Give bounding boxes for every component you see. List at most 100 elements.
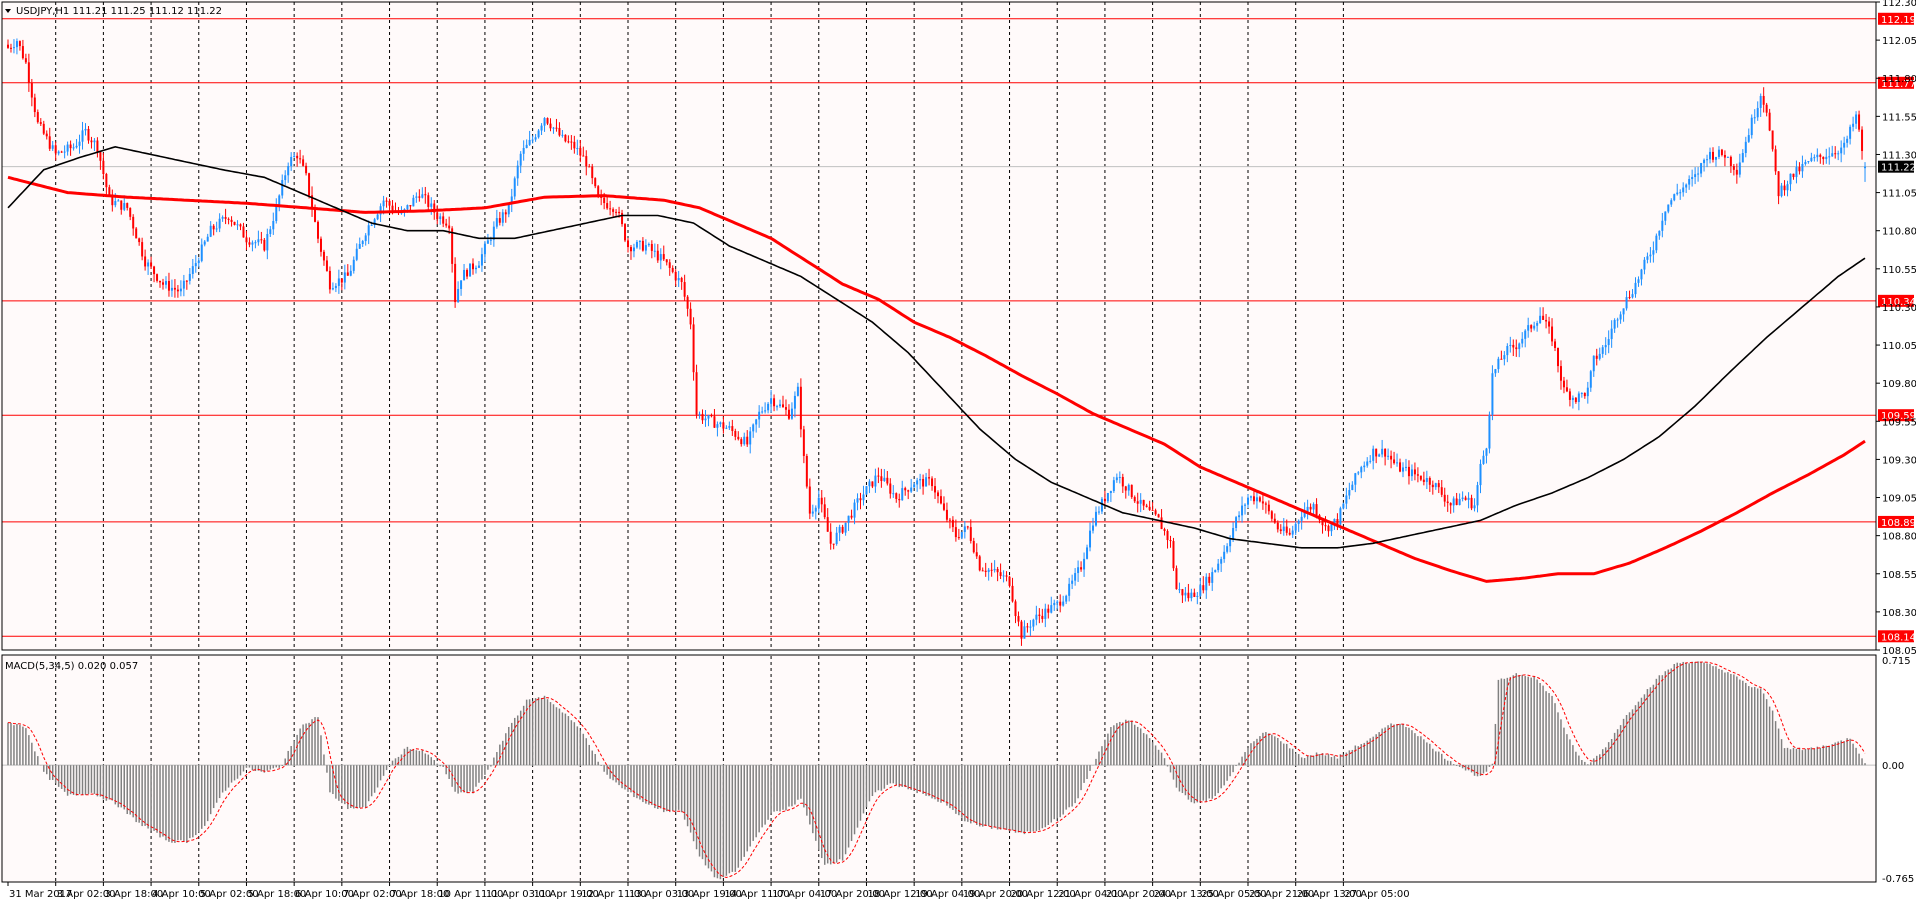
- candle-body: [808, 486, 811, 514]
- candle-body: [1351, 484, 1354, 491]
- time-label: 17 Apr 20:00: [820, 889, 885, 900]
- candle-body: [582, 155, 585, 157]
- candle-body: [1753, 117, 1756, 119]
- candle-body: [24, 58, 27, 63]
- candle-body: [1241, 505, 1244, 516]
- price-tags: 112.19 111.77 110.34 109.59 108.89 108.14 111.…: [1878, 12, 1916, 643]
- candle-body: [579, 147, 582, 156]
- candle-body: [567, 141, 570, 143]
- candle-body: [254, 242, 257, 244]
- candle-body: [1255, 497, 1258, 502]
- candle-body: [561, 134, 564, 136]
- candle-body: [460, 280, 463, 289]
- candle-body: [1097, 511, 1100, 513]
- candle-body: [1598, 353, 1601, 359]
- candle-body: [1619, 314, 1622, 320]
- candle-body: [308, 173, 311, 196]
- candle-body: [126, 203, 129, 208]
- candle-body: [722, 422, 725, 429]
- candle-body: [1056, 601, 1059, 603]
- candle-body: [1184, 592, 1187, 596]
- candle-body: [117, 200, 120, 202]
- time-label: 7 Apr 18:00: [391, 889, 450, 900]
- candle-body: [45, 133, 48, 137]
- candle-body: [564, 134, 567, 142]
- candle-body: [540, 125, 543, 131]
- candle-body: [412, 197, 415, 207]
- dropdown-triangle-icon[interactable]: [5, 9, 11, 13]
- candle-body: [543, 118, 546, 126]
- candle-body: [102, 160, 105, 174]
- candle-body: [1497, 358, 1500, 370]
- candle-body: [346, 272, 349, 276]
- chart-header: USDJPY,H1 111.21 111.25 111.12 111.22: [16, 6, 222, 17]
- candle-body: [531, 139, 534, 141]
- candle-body: [850, 515, 853, 518]
- candle-body: [1121, 476, 1124, 487]
- candle-body: [1369, 460, 1372, 462]
- candle-body: [1264, 503, 1267, 505]
- candle-body: [188, 273, 191, 281]
- candle-body: [1670, 200, 1673, 205]
- macd-indicator: [2, 661, 1876, 880]
- candle-body: [337, 278, 340, 286]
- candle-body: [1118, 476, 1121, 478]
- time-label: 10 Apr 11:00: [438, 889, 503, 900]
- candle-body: [257, 239, 260, 243]
- candle-body: [1011, 585, 1014, 602]
- candle-body: [731, 426, 734, 431]
- candle-body: [1676, 192, 1679, 195]
- candle-body: [1616, 319, 1619, 321]
- candle-body: [650, 244, 653, 251]
- candle-body: [573, 141, 576, 149]
- level-price-tag-box: [1878, 76, 1914, 89]
- candle-body: [919, 478, 922, 481]
- candle-body: [1571, 397, 1574, 400]
- candle-body: [680, 278, 683, 283]
- candle-body: [1252, 496, 1255, 502]
- candle-body: [1476, 485, 1479, 506]
- candle-body: [1416, 474, 1419, 476]
- candle-body: [206, 236, 209, 242]
- candle-body: [1327, 525, 1330, 532]
- candle-body: [278, 195, 281, 205]
- candle-body: [162, 282, 164, 285]
- candle-body: [63, 151, 66, 153]
- candle-body: [424, 194, 427, 196]
- candle-body: [701, 413, 704, 421]
- candle-body: [1020, 621, 1023, 639]
- candle-body: [469, 263, 472, 277]
- candle-body: [1294, 523, 1297, 531]
- candle-body: [594, 178, 597, 187]
- candle-body: [889, 483, 892, 494]
- candle-body: [546, 118, 549, 124]
- candle-body: [179, 288, 182, 292]
- candle-body: [325, 260, 328, 271]
- candle-body: [686, 296, 689, 309]
- candle-body: [1050, 605, 1053, 613]
- candle-body: [1762, 95, 1765, 105]
- candle-body: [1431, 484, 1434, 488]
- candle-body: [787, 409, 790, 419]
- candle-body: [153, 266, 156, 275]
- candle-body: [84, 128, 87, 131]
- candle-body: [710, 415, 713, 417]
- candle-body: [1106, 493, 1109, 502]
- time-label: 25 Apr 21:00: [1249, 889, 1314, 900]
- candle-body: [1190, 592, 1193, 599]
- candle-body: [969, 527, 972, 541]
- candle-body: [1157, 514, 1160, 518]
- candle-body: [69, 144, 72, 149]
- candle-body: [638, 240, 641, 242]
- candle-body: [1166, 530, 1169, 541]
- candle-body: [427, 195, 430, 207]
- candle-body: [1568, 391, 1571, 400]
- candle-body: [1136, 501, 1139, 504]
- candle-body: [659, 254, 662, 261]
- candle-body: [1565, 387, 1568, 392]
- level-price-tag: 110.34: [1881, 297, 1916, 308]
- time-label: 11 Apr 03:00: [486, 889, 551, 900]
- candle-body: [200, 244, 203, 261]
